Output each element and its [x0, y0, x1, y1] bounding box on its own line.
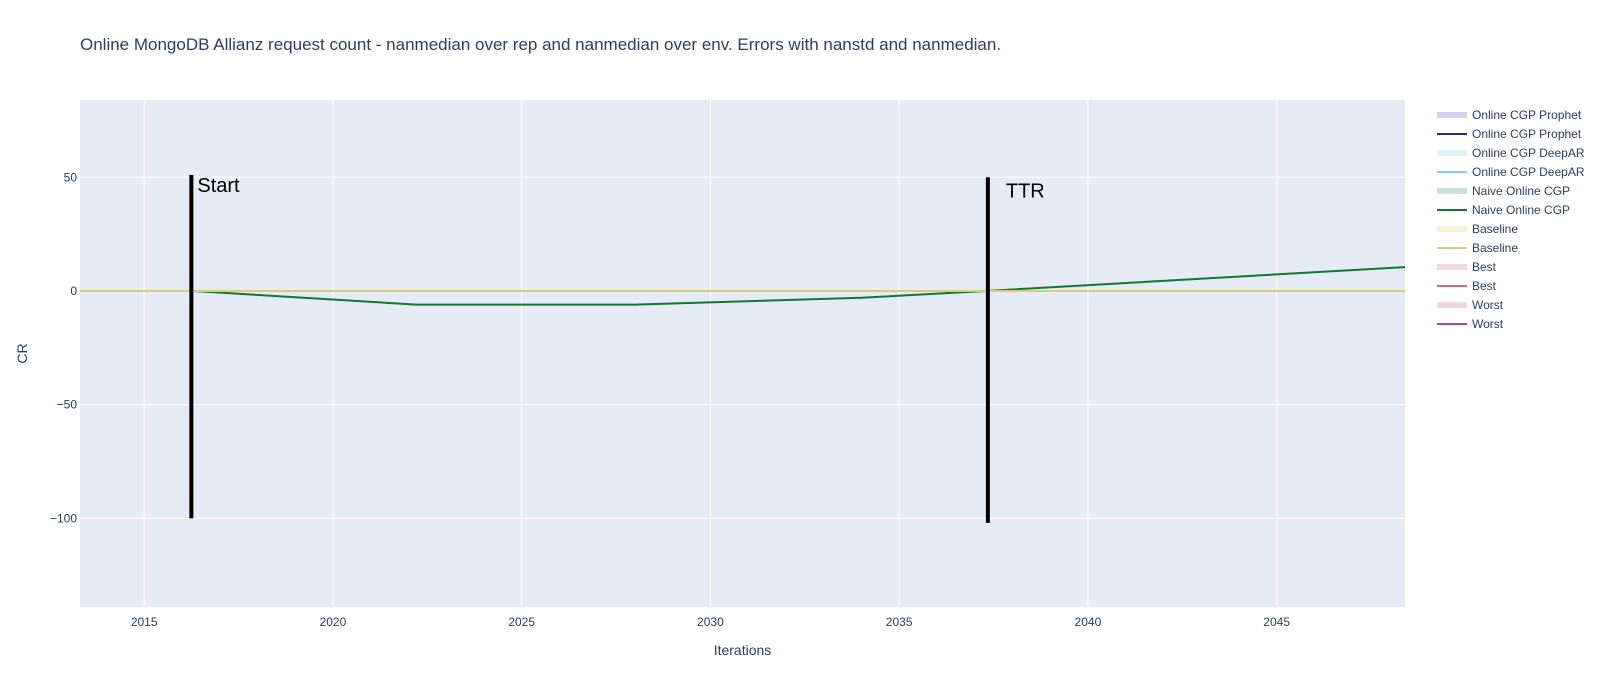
- legend[interactable]: Online CGP Prophet Online CGP Prophet Onli…: [1437, 108, 1585, 331]
- x-tick-label: 2035: [886, 615, 913, 629]
- x-axis-title: Iterations: [714, 642, 772, 658]
- y-tick-label: −100: [50, 511, 77, 525]
- legend-item[interactable]: Best: [1437, 279, 1497, 293]
- marker-layer: Start TTR: [189, 175, 1045, 523]
- legend-item[interactable]: Naive Online CGP: [1437, 184, 1570, 198]
- legend-label: Baseline: [1472, 241, 1518, 255]
- legend-item[interactable]: Online CGP Prophet: [1437, 127, 1582, 141]
- legend-label: Worst: [1472, 317, 1504, 331]
- legend-item[interactable]: Naive Online CGP: [1437, 203, 1570, 217]
- y-tick-label: 50: [64, 170, 78, 184]
- legend-label: Naive Online CGP: [1472, 203, 1570, 217]
- plot-area: [80, 100, 1405, 607]
- chart-title: Online MongoDB Allianz request count - n…: [80, 35, 1001, 54]
- x-tick-label: 2020: [320, 615, 347, 629]
- tick-labels: 2015 2020 2025 2030 2035 2040 2045 50 0 −50 −100: [50, 170, 1290, 629]
- legend-label: Naive Online CGP: [1472, 184, 1570, 198]
- legend-label: Best: [1472, 279, 1497, 293]
- legend-item[interactable]: Online CGP DeepAR: [1437, 146, 1585, 160]
- legend-item[interactable]: Worst: [1437, 317, 1504, 331]
- legend-label: Baseline: [1472, 222, 1518, 236]
- legend-item[interactable]: Best: [1437, 260, 1497, 274]
- legend-item[interactable]: Online CGP Prophet: [1437, 108, 1582, 122]
- legend-label: Online CGP Prophet: [1472, 127, 1582, 141]
- x-tick-label: 2045: [1263, 615, 1290, 629]
- legend-item[interactable]: Online CGP DeepAR: [1437, 165, 1585, 179]
- legend-item[interactable]: Baseline: [1437, 241, 1518, 255]
- legend-label: Worst: [1472, 298, 1504, 312]
- legend-label: Best: [1472, 260, 1497, 274]
- y-tick-label: −50: [57, 398, 78, 412]
- x-tick-label: 2040: [1075, 615, 1102, 629]
- y-tick-label: 0: [70, 284, 77, 298]
- x-tick-label: 2015: [131, 615, 158, 629]
- legend-item[interactable]: Baseline: [1437, 222, 1518, 236]
- legend-label: Online CGP Prophet: [1472, 108, 1582, 122]
- legend-label: Online CGP DeepAR: [1472, 146, 1585, 160]
- x-tick-label: 2030: [697, 615, 724, 629]
- legend-label: Online CGP DeepAR: [1472, 165, 1585, 179]
- legend-item[interactable]: Worst: [1437, 298, 1504, 312]
- marker-label: TTR: [1006, 180, 1045, 202]
- y-axis-title: CR: [14, 343, 30, 363]
- x-tick-label: 2025: [508, 615, 535, 629]
- marker-label: Start: [197, 175, 240, 197]
